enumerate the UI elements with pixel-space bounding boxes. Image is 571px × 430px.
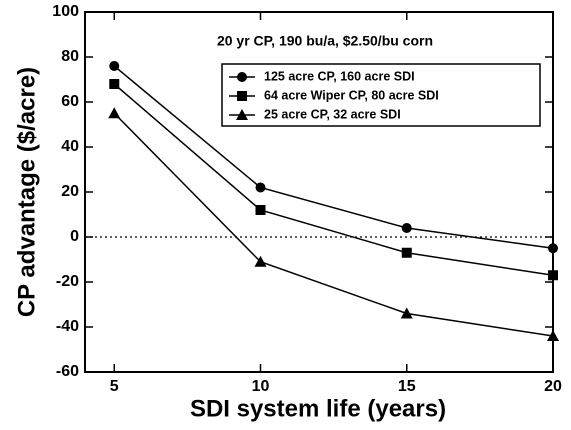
series-line: [113, 83, 554, 276]
marker: [255, 182, 266, 193]
marker: [400, 307, 413, 319]
y-tick-label: -60: [56, 363, 79, 380]
marker: [237, 91, 247, 101]
legend-label: 125 acre CP, 160 acre SDI: [264, 69, 415, 83]
legend-label: 25 acre CP, 32 acre SDI: [264, 107, 401, 121]
x-tick-label: 15: [398, 378, 416, 395]
y-tick-label: 60: [61, 93, 79, 110]
y-tick-label: -40: [56, 318, 79, 335]
y-tick-label: 0: [70, 228, 79, 245]
marker: [401, 223, 412, 233]
marker: [109, 79, 120, 89]
y-axis-label: CP advantage ($/acre): [13, 67, 40, 317]
x-tick-label: 10: [252, 378, 270, 395]
y-tick-label: 40: [61, 138, 79, 155]
marker: [401, 247, 412, 258]
marker: [548, 270, 558, 281]
marker: [236, 109, 248, 120]
series-line: [113, 112, 554, 337]
y-tick-label: -20: [56, 273, 79, 290]
marker: [109, 61, 120, 71]
y-tick-label: 20: [61, 183, 79, 200]
marker: [254, 255, 267, 267]
marker: [237, 72, 247, 82]
y-tick-label: 100: [52, 3, 79, 20]
chart-title: 20 yr CP, 190 bu/a, $2.50/bu corn: [217, 33, 433, 49]
series-line: [113, 65, 554, 249]
marker: [255, 205, 266, 215]
legend-label: 64 acre Wiper CP, 80 acre SDI: [264, 88, 439, 102]
marker: [547, 330, 559, 341]
y-tick-label: 80: [61, 48, 79, 65]
x-tick-label: 5: [110, 378, 119, 395]
legend-box: [221, 63, 541, 127]
marker: [108, 107, 121, 119]
x-axis-label: SDI system life (years): [190, 395, 446, 422]
marker: [548, 243, 558, 254]
x-tick-label: 20: [544, 378, 562, 395]
